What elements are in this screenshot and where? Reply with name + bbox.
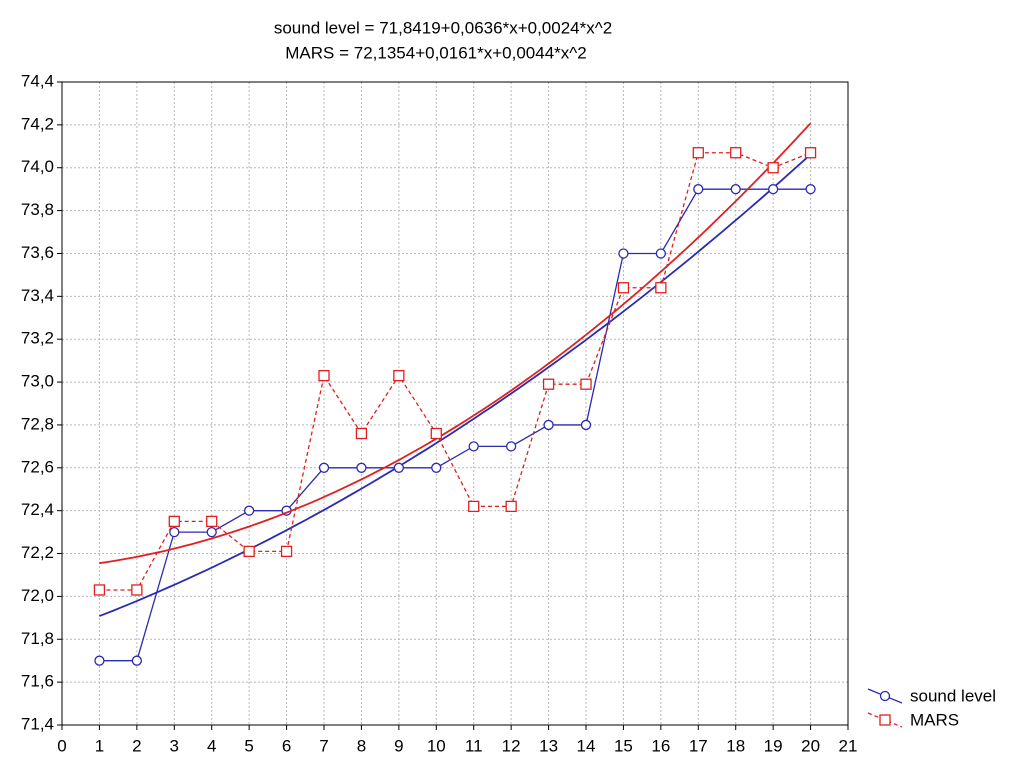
plot-area	[62, 82, 848, 725]
y-tick-label: 72,6	[21, 457, 54, 476]
data-point	[131, 584, 143, 596]
x-tick-label: 11	[465, 736, 483, 755]
x-tick-label: 5	[244, 736, 253, 755]
data-point	[468, 500, 480, 513]
y-tick-label: 72,8	[21, 414, 54, 433]
legend-line	[867, 712, 903, 728]
legend-marker	[879, 714, 891, 726]
data-point	[131, 655, 143, 666]
x-tick-label: 8	[357, 736, 366, 755]
data-point	[168, 515, 180, 528]
data-point	[542, 378, 555, 390]
data-point	[318, 462, 330, 473]
x-tick-label: 17	[689, 736, 708, 755]
data-point	[169, 526, 180, 538]
y-tick-label: 73,0	[21, 372, 54, 391]
x-tick-label: 10	[427, 736, 446, 755]
data-point	[94, 655, 105, 666]
x-tick-label: 0	[57, 736, 66, 755]
data-point	[543, 419, 554, 431]
x-tick-label: 13	[539, 736, 558, 755]
y-tick-label: 71,8	[21, 629, 54, 648]
data-point	[206, 515, 218, 528]
y-tick-label: 74,2	[21, 114, 54, 133]
legend-marker	[879, 690, 891, 702]
chart-title: MARS = 72,1354+0,0161*x+0,0044*x^2	[285, 43, 586, 62]
data-point	[730, 147, 742, 159]
data-point	[580, 378, 592, 390]
y-tick-label: 73,2	[21, 329, 54, 348]
data-point	[804, 147, 817, 159]
data-point	[505, 500, 517, 513]
data-point	[243, 505, 255, 516]
y-tick-label: 73,6	[21, 243, 54, 262]
data-point	[468, 441, 479, 452]
chart-title: sound level = 71,8419+0,0636*x+0,0024*x^…	[274, 18, 612, 37]
data-point	[767, 162, 779, 174]
x-tick-label: 14	[577, 736, 596, 755]
x-tick-label: 2	[132, 736, 141, 755]
legend-label: sound level	[910, 686, 996, 705]
data-point	[655, 282, 667, 294]
plot-frame	[61, 81, 849, 726]
fit-curve	[99, 153, 812, 617]
y-tick-label: 72,4	[21, 500, 54, 519]
data-point	[655, 248, 667, 259]
data-point	[93, 584, 106, 596]
x-tick-label: 19	[764, 736, 783, 755]
data-point	[805, 184, 816, 195]
data-point	[393, 369, 405, 382]
x-tick-label: 6	[282, 736, 291, 755]
data-point	[767, 184, 779, 195]
y-tick-label: 74,4	[21, 71, 54, 90]
y-tick-label: 72,0	[21, 586, 54, 605]
y-tick-label: 73,4	[21, 286, 54, 305]
x-tick-label: 7	[319, 736, 328, 755]
data-point	[692, 147, 704, 159]
x-tick-label: 21	[839, 736, 858, 755]
data-point	[431, 462, 442, 473]
y-tick-label: 73,8	[21, 200, 54, 219]
legend-label: MARS	[910, 710, 959, 729]
data-point	[430, 427, 442, 440]
x-tick-label: 3	[170, 736, 179, 755]
fit-curve	[99, 122, 812, 565]
x-tick-label: 1	[95, 736, 104, 755]
x-tick-label: 9	[394, 736, 403, 755]
data-point	[580, 419, 592, 431]
data-point	[243, 545, 255, 558]
y-tick-label: 71,4	[21, 714, 54, 733]
data-point	[356, 462, 367, 473]
data-point	[355, 427, 368, 440]
x-tick-label: 12	[502, 736, 521, 755]
data-point	[505, 441, 517, 452]
y-tick-label: 74,0	[21, 157, 54, 176]
y-tick-label: 71,6	[21, 672, 54, 691]
x-tick-label: 15	[614, 736, 633, 755]
x-tick-label: 18	[726, 736, 745, 755]
y-tick-label: 72,2	[21, 543, 54, 562]
data-point	[618, 248, 629, 259]
data-point	[206, 526, 217, 538]
series-line	[99, 152, 811, 591]
data-point	[318, 369, 330, 382]
x-tick-label: 20	[801, 736, 820, 755]
data-point	[730, 184, 741, 195]
data-point	[393, 462, 405, 473]
x-tick-label: 16	[651, 736, 670, 755]
x-tick-label: 4	[207, 736, 216, 755]
data-point	[617, 282, 630, 294]
series-line	[99, 188, 811, 662]
data-point	[693, 184, 704, 195]
data-point	[280, 545, 293, 558]
